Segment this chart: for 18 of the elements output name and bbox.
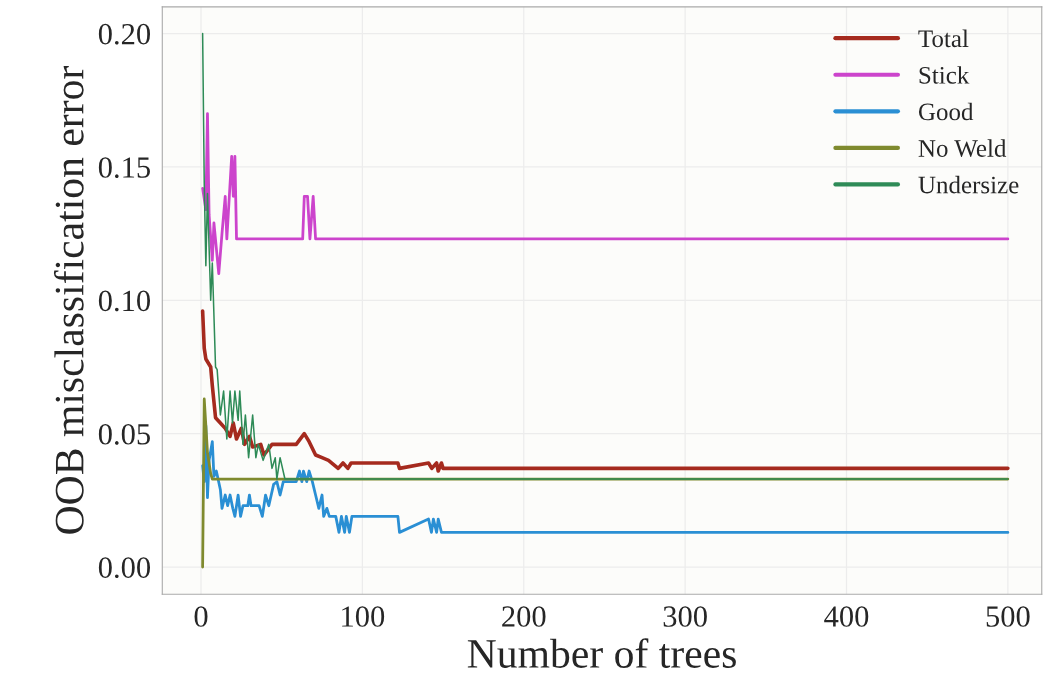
x-tick-label: 400 (824, 606, 869, 627)
x-tick-label: 200 (502, 606, 546, 627)
y-axis-title: OOB misclassification error (53, 66, 84, 534)
x-tick-label: 0 (194, 606, 208, 627)
legend-label: Good (918, 102, 974, 121)
y-tick-label: 0.05 (98, 423, 150, 445)
y-tick-label: 0.00 (98, 557, 151, 579)
y-tick-label: 0.15 (98, 157, 150, 178)
legend-label: Undersize (918, 175, 1019, 194)
legend-label: Stick (919, 66, 970, 84)
x-tick-label: 300 (663, 606, 707, 627)
legend-label: No Weld (918, 139, 1007, 158)
x-tick-label: 100 (342, 606, 385, 627)
x-tick-label: 500 (986, 606, 1030, 627)
y-tick-label: 0.20 (98, 23, 151, 45)
legend-label: Total (918, 29, 969, 48)
x-axis-title: Number of trees (467, 638, 736, 668)
y-tick-label: 0.10 (98, 290, 151, 312)
